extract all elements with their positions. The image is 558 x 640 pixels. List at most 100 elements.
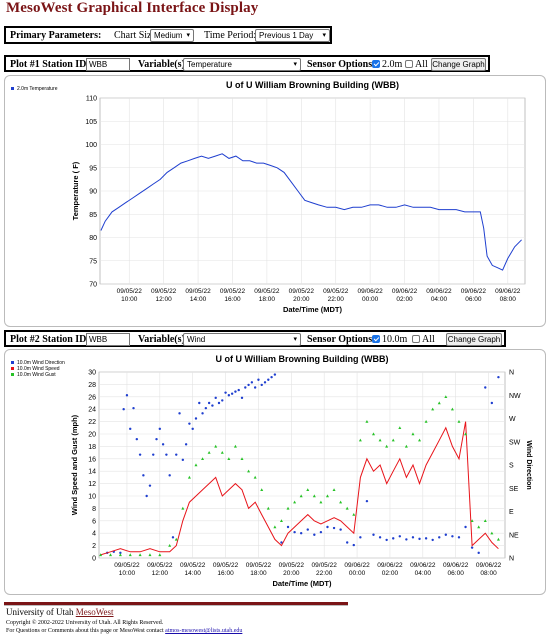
direction-point	[457, 536, 461, 539]
time-period-value: Previous 1 Day	[259, 31, 314, 40]
x-axis-label: Date/Time (MDT)	[283, 305, 343, 314]
x-tick-label: 02:00	[382, 570, 399, 577]
direction-point	[299, 532, 303, 535]
wind-chart-svg: U of U William Browning Building (WBB)02…	[11, 354, 532, 588]
plot2-sensor-all-checkbox[interactable]	[412, 335, 420, 343]
y-axis-label: Temperature ( F)	[71, 161, 80, 220]
direction-point	[444, 533, 448, 536]
x-tick-label: 09/05/22	[323, 288, 349, 295]
y-right-tick-label: N	[509, 556, 514, 563]
gust-point	[279, 519, 283, 522]
footer-divider	[4, 602, 348, 605]
direction-point	[244, 386, 247, 389]
gust-point	[227, 457, 231, 460]
direction-point	[132, 406, 135, 410]
direction-point	[267, 378, 270, 381]
plot2-variable-value: Wind	[187, 335, 206, 344]
x-tick-label: 02:00	[396, 296, 413, 303]
y-right-tick-label: E	[509, 509, 514, 516]
temperature-chart-svg: U of U William Browning Building (WBB) 70…	[11, 80, 526, 314]
gust-point	[181, 506, 185, 510]
plot1-variable-value: Temperature	[187, 60, 232, 69]
x-tick-label: 09/05/22	[114, 562, 140, 569]
gust-point	[109, 553, 113, 557]
plot1-sensor-all-checkbox[interactable]	[405, 60, 413, 68]
y-right-tick-label: N	[509, 370, 514, 377]
y-tick-label: 30	[88, 370, 96, 377]
gust-point	[286, 506, 290, 510]
x-tick-label: 22:00	[316, 570, 333, 577]
direction-point	[372, 533, 375, 536]
direction-point	[405, 538, 408, 541]
y-right-tick-label: NW	[509, 393, 521, 400]
legend-swatch	[11, 87, 14, 90]
direction-point	[214, 396, 217, 400]
x-tick-label: 09/06/22	[426, 288, 452, 295]
direction-point	[431, 538, 434, 542]
gust-point	[240, 457, 244, 460]
gust-point	[201, 457, 205, 460]
gust-point	[319, 500, 323, 504]
direction-point	[227, 394, 231, 397]
plot1-station-value: WBB	[89, 60, 108, 69]
legend-entry: 10.0m Wind Speed	[17, 366, 60, 372]
x-tick-label: 09/06/22	[392, 288, 418, 295]
temperature-chart: U of U William Browning Building (WBB) 70…	[4, 75, 546, 327]
plot1-change-graph-button[interactable]: Change Graph	[431, 58, 486, 71]
x-tick-label: 09/06/22	[495, 288, 521, 295]
chart-size-value: Medium	[154, 31, 183, 40]
legend-entry: 10.0m Wind Gust	[17, 372, 56, 378]
gust-point	[444, 395, 448, 398]
footer-mesowest-link[interactable]: MesoWest	[75, 607, 114, 617]
plot1-variable-select[interactable]: Temperature ▾	[183, 58, 301, 71]
direction-point	[230, 392, 234, 395]
direction-point	[280, 541, 283, 544]
direction-point	[204, 406, 208, 410]
plot2-sensor-10m-checkbox[interactable]	[372, 335, 380, 343]
gust-point	[253, 475, 257, 479]
chart-size-select[interactable]: Medium ▾	[150, 29, 194, 42]
plot2-sensor-all-label: All	[422, 334, 435, 345]
direction-point	[250, 381, 254, 384]
direction-point	[464, 525, 467, 529]
x-tick-label: 12:00	[152, 570, 169, 577]
direction-point	[490, 401, 494, 405]
chevron-down-icon: ▾	[293, 336, 297, 343]
time-period-select[interactable]: Previous 1 Day ▾	[255, 29, 330, 42]
plot2-change-graph-button[interactable]: Change Graph	[446, 333, 502, 346]
plot-area	[98, 371, 506, 559]
series-line	[100, 421, 499, 556]
x-tick-label: 09/06/22	[476, 562, 502, 569]
y-right-axis-label: Wind Direction	[525, 440, 532, 489]
direction-point	[398, 535, 402, 538]
wind-chart: U of U William Browning Building (WBB) 0 2…	[4, 349, 546, 595]
series-line	[100, 153, 522, 271]
x-tick-label: 09/06/22	[410, 562, 436, 569]
direction-point	[184, 443, 188, 446]
direction-point	[346, 541, 349, 544]
primary-parameters-label: Primary Parameters:	[10, 30, 102, 41]
gust-point	[332, 488, 336, 491]
footer-contact-email-link[interactable]: atmos-mesowest@lists.utah.edu	[165, 628, 243, 634]
plot2-station-input[interactable]: WBB	[86, 333, 130, 346]
plot2-variable-select[interactable]: Wind ▾	[183, 333, 301, 346]
plot1-sensor-2m-checkbox[interactable]	[372, 60, 380, 68]
x-tick-label: 14:00	[190, 296, 207, 303]
direction-point	[224, 391, 227, 394]
plot2-sensor-label: Sensor Options:	[307, 334, 376, 345]
direction-point	[484, 386, 487, 389]
direction-point	[424, 537, 428, 540]
direction-point	[470, 546, 474, 549]
y-tick-label: 26	[88, 394, 96, 401]
chart-size-label: Chart Size:	[114, 30, 159, 41]
plot1-station-input[interactable]: WBB	[86, 58, 130, 71]
y-right-tick-label: SE	[509, 486, 519, 493]
y-tick-label: 16	[88, 456, 96, 463]
direction-point	[352, 543, 355, 547]
gust-point	[391, 438, 395, 442]
direction-point	[129, 427, 132, 431]
direction-point	[418, 537, 421, 541]
plot1-options-panel: Plot #1 Station ID: WBB Variable(s): Tem…	[4, 55, 490, 72]
x-tick-label: 10:00	[121, 296, 138, 303]
gust-point	[483, 519, 487, 522]
